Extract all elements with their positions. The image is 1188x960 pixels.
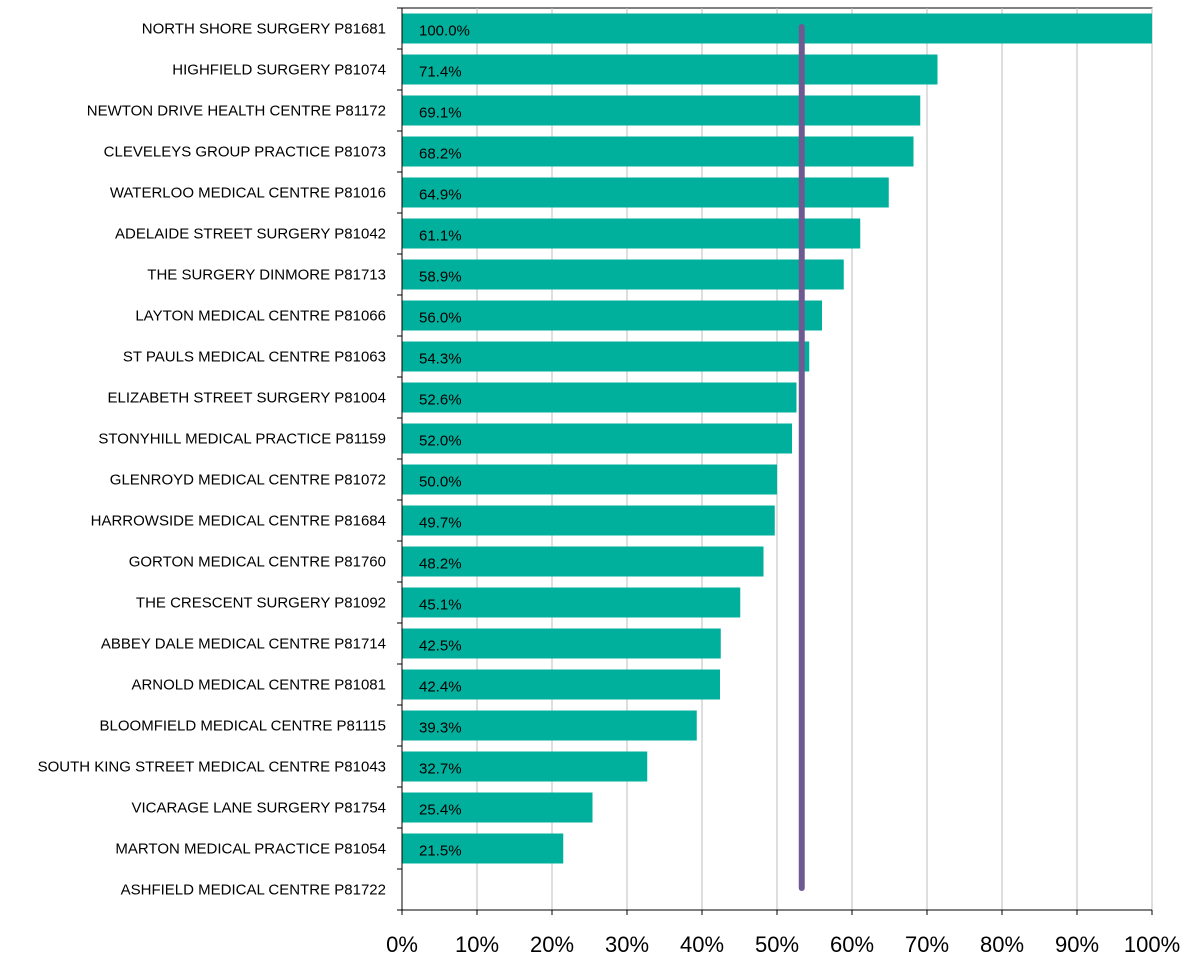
bar-20 (402, 833, 564, 864)
bar-15 (402, 628, 721, 659)
x-tick-label-80: 80% (980, 932, 1024, 955)
bar-12 (402, 505, 775, 536)
bar-0 (402, 13, 1152, 44)
category-label-6: THE SURGERY DINMORE P81713 (147, 267, 386, 284)
bar-3 (402, 136, 914, 167)
bar-11 (402, 464, 777, 495)
category-label-8: ST PAULS MEDICAL CENTRE P81063 (123, 349, 386, 366)
x-tick-label-40: 40% (680, 932, 724, 955)
data-label-4: 64.9% (419, 187, 462, 204)
category-label-11: GLENROYD MEDICAL CENTRE P81072 (110, 472, 386, 489)
bar-8 (402, 341, 810, 372)
bar-9 (402, 382, 797, 413)
x-tick-label-70: 70% (905, 932, 949, 955)
data-label-3: 68.2% (419, 146, 462, 163)
category-label-10: STONYHILL MEDICAL PRACTICE P81159 (98, 431, 386, 448)
bar-2 (402, 95, 921, 126)
category-label-13: GORTON MEDICAL CENTRE P81760 (129, 554, 386, 571)
category-label-9: ELIZABETH STREET SURGERY P81004 (108, 390, 386, 407)
data-label-14: 45.1% (419, 597, 462, 614)
category-label-12: HARROWSIDE MEDICAL CENTRE P81684 (91, 513, 386, 530)
bar-17 (402, 710, 697, 741)
x-tick-label-30: 30% (605, 932, 649, 955)
category-label-17: BLOOMFIELD MEDICAL CENTRE P81115 (100, 718, 386, 735)
category-label-5: ADELAIDE STREET SURGERY P81042 (115, 226, 386, 243)
category-label-15: ABBEY DALE MEDICAL CENTRE P81714 (101, 636, 386, 653)
bar-14 (402, 587, 741, 618)
category-label-19: VICARAGE LANE SURGERY P81754 (131, 800, 386, 817)
data-label-7: 56.0% (419, 310, 462, 327)
data-label-5: 61.1% (419, 228, 462, 245)
data-label-19: 25.4% (419, 802, 462, 819)
x-tick-label-0: 0% (386, 932, 418, 955)
bar-1 (402, 54, 938, 85)
data-label-17: 39.3% (419, 720, 462, 737)
x-tick-label-20: 20% (530, 932, 574, 955)
bar-7 (402, 300, 822, 331)
x-tick-label-10: 10% (455, 932, 499, 955)
x-tick-label-60: 60% (830, 932, 874, 955)
data-label-16: 42.4% (419, 679, 462, 696)
category-label-16: ARNOLD MEDICAL CENTRE P81081 (131, 677, 386, 694)
data-label-11: 50.0% (419, 474, 462, 491)
data-label-13: 48.2% (419, 556, 462, 573)
data-label-15: 42.5% (419, 638, 462, 655)
data-label-0: 100.0% (419, 23, 470, 40)
bar-13 (402, 546, 764, 577)
x-tick-label-90: 90% (1055, 932, 1099, 955)
data-label-18: 32.7% (419, 761, 462, 778)
bar-10 (402, 423, 792, 454)
category-label-1: HIGHFIELD SURGERY P81074 (172, 62, 386, 79)
data-label-20: 21.5% (419, 843, 462, 860)
data-label-10: 52.0% (419, 433, 462, 450)
category-label-18: SOUTH KING STREET MEDICAL CENTRE P81043 (38, 759, 386, 776)
category-label-3: CLEVELEYS GROUP PRACTICE P81073 (104, 144, 386, 161)
data-label-1: 71.4% (419, 64, 462, 81)
data-label-2: 69.1% (419, 105, 462, 122)
data-label-8: 54.3% (419, 351, 462, 368)
category-label-2: NEWTON DRIVE HEALTH CENTRE P81172 (87, 103, 386, 120)
category-label-7: LAYTON MEDICAL CENTRE P81066 (135, 308, 386, 325)
data-label-12: 49.7% (419, 515, 462, 532)
x-tick-label-100: 100% (1124, 932, 1180, 955)
bar-19 (402, 792, 593, 823)
bar-5 (402, 218, 861, 249)
category-label-14: THE CRESCENT SURGERY P81092 (136, 595, 386, 612)
bar-6 (402, 259, 844, 290)
category-label-0: NORTH SHORE SURGERY P81681 (142, 21, 386, 38)
category-label-21: ASHFIELD MEDICAL CENTRE P81722 (121, 882, 386, 899)
bar-18 (402, 751, 648, 782)
data-label-9: 52.6% (419, 392, 462, 409)
data-label-6: 58.9% (419, 269, 462, 286)
bar-16 (402, 669, 720, 700)
bar-4 (402, 177, 889, 208)
category-label-4: WATERLOO MEDICAL CENTRE P81016 (110, 185, 386, 202)
x-tick-label-50: 50% (755, 932, 799, 955)
category-label-20: MARTON MEDICAL PRACTICE P81054 (115, 841, 386, 858)
